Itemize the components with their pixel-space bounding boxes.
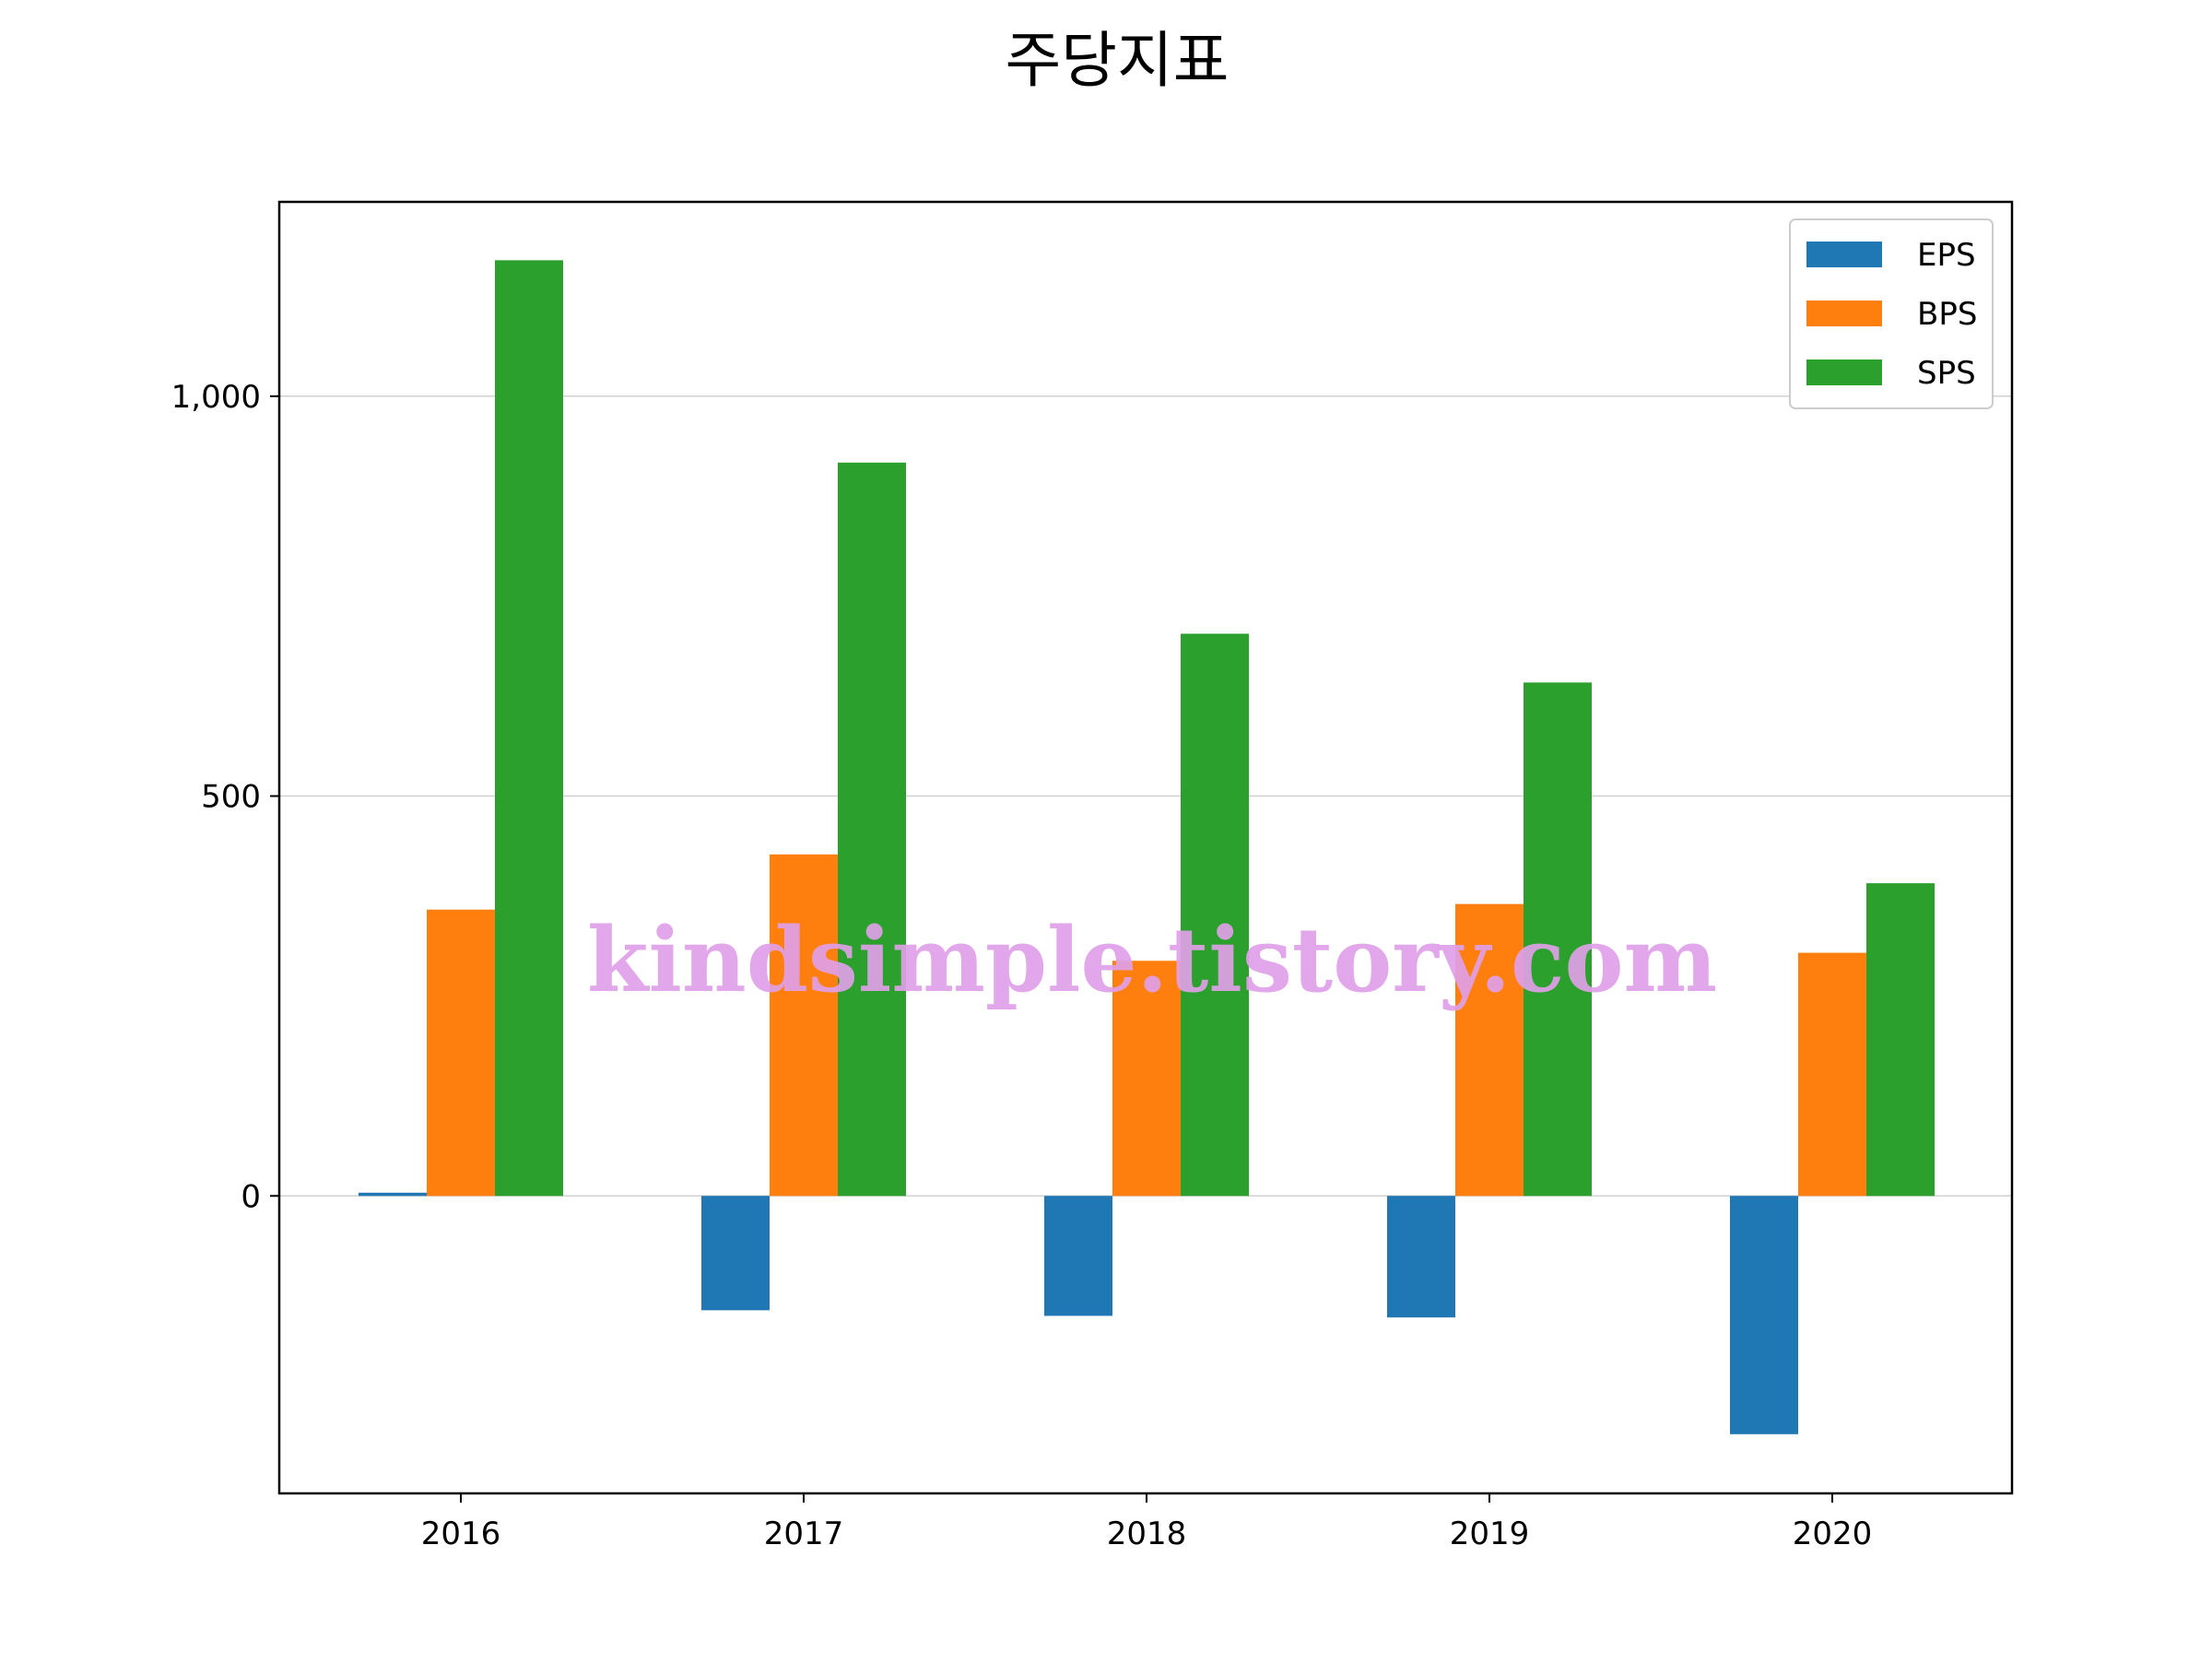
x-tick-label: 2018 xyxy=(1107,1516,1187,1552)
bar-eps-2020 xyxy=(1730,1196,1798,1434)
x-tick-label: 2016 xyxy=(421,1516,501,1552)
bar-bps-2016 xyxy=(427,909,495,1197)
bar-eps-2016 xyxy=(359,1192,427,1197)
bar-eps-2018 xyxy=(1044,1196,1112,1316)
legend-label-bps: BPS xyxy=(1917,296,1977,333)
y-tick-label: 1,000 xyxy=(171,379,261,416)
axes-layer: 0 500 1,000 2016 2017 2018 2019 2020 xyxy=(171,200,2014,1552)
bar-eps-2019 xyxy=(1387,1196,1455,1318)
bar-eps-2017 xyxy=(701,1196,770,1311)
bar-bps-2018 xyxy=(1112,961,1181,1197)
bars-layer xyxy=(359,260,1935,1434)
bar-sps-2019 xyxy=(1524,682,1592,1197)
x-tick-label: 2019 xyxy=(1450,1516,1530,1552)
y-tick-label: 500 xyxy=(201,779,261,816)
legend: EPS BPS SPS xyxy=(1789,218,1994,409)
bar-sps-2020 xyxy=(1866,883,1935,1197)
legend-label-eps: EPS xyxy=(1917,237,1976,274)
bar-sps-2016 xyxy=(495,260,563,1197)
legend-swatch-bps xyxy=(1806,301,1882,326)
chart-title: 주당지표 xyxy=(1006,25,1230,96)
x-tick-label: 2020 xyxy=(1793,1516,1873,1552)
legend-swatch-sps xyxy=(1806,360,1882,385)
bar-bps-2019 xyxy=(1455,903,1524,1197)
y-tick-label: 0 xyxy=(241,1178,261,1215)
bar-bps-2020 xyxy=(1798,952,1866,1197)
x-tick-label: 2017 xyxy=(764,1516,844,1552)
watermark: kindsimple.tistory.com xyxy=(587,908,1717,1012)
legend-swatch-eps xyxy=(1806,242,1882,267)
bar-sps-2017 xyxy=(838,462,906,1197)
legend-label-sps: SPS xyxy=(1917,355,1976,392)
bar-sps-2018 xyxy=(1181,633,1249,1197)
bar-bps-2017 xyxy=(770,854,838,1197)
